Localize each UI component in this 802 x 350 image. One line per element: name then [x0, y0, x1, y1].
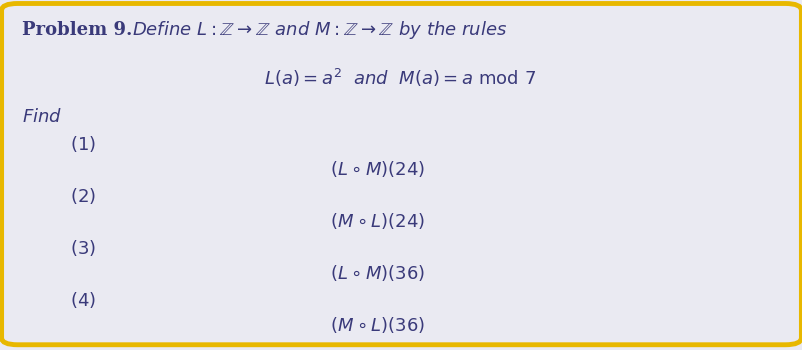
Text: $\mathit{(4)}$: $\mathit{(4)}$ — [70, 290, 95, 310]
FancyBboxPatch shape — [2, 4, 800, 345]
Text: $(L \circ M)(24)$: $(L \circ M)(24)$ — [330, 159, 425, 179]
Text: $(M \circ L)(36)$: $(M \circ L)(36)$ — [330, 315, 425, 335]
Text: $(M \circ L)(24)$: $(M \circ L)(24)$ — [330, 211, 425, 231]
Text: $L(a) = a^2\ \ \mathit{and}\ \ M(a) = a\ \mathrm{mod}\ 7$: $L(a) = a^2\ \ \mathit{and}\ \ M(a) = a\… — [264, 67, 536, 89]
Text: $\mathit{Find}$: $\mathit{Find}$ — [22, 108, 63, 126]
Text: $\mathit{(2)}$: $\mathit{(2)}$ — [70, 186, 95, 206]
Text: Problem 9.: Problem 9. — [22, 21, 132, 39]
Text: $\mathit{(1)}$: $\mathit{(1)}$ — [70, 134, 95, 154]
Text: $\mathit{(3)}$: $\mathit{(3)}$ — [70, 238, 95, 258]
Text: $(L \circ M)(36)$: $(L \circ M)(36)$ — [330, 263, 425, 283]
Text: $\mathit{Define\ L : \mathbb{Z} \rightarrow \mathbb{Z}\ and\ M : \mathbb{Z} \rig: $\mathit{Define\ L : \mathbb{Z} \rightar… — [132, 19, 507, 41]
